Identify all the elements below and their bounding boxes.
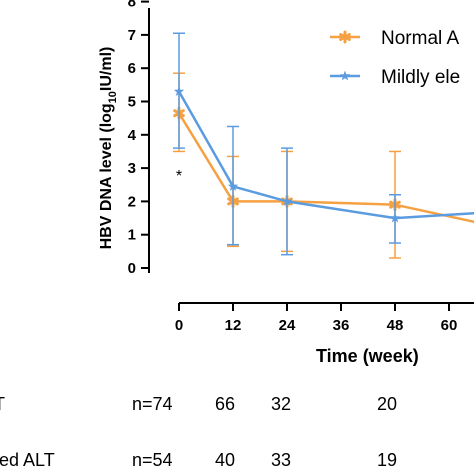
n-table: T n=74 66 32 20 ted ALT n=54 40 33 19 bbox=[0, 394, 397, 470]
legend-marker-mild bbox=[339, 70, 351, 81]
x-tick-label: 0 bbox=[175, 317, 183, 334]
y-ticks: 0 1 2 3 4 5 6 7 8 bbox=[128, 0, 149, 277]
y-tick-label: 5 bbox=[128, 94, 136, 111]
legend-label-normal: Normal A bbox=[381, 28, 459, 49]
data-point bbox=[173, 86, 185, 96]
y-tick-label: 0 bbox=[128, 260, 136, 277]
x-tick-label: 24 bbox=[279, 317, 296, 334]
n-row2-col2: 33 bbox=[271, 450, 291, 470]
y-tick-label: 2 bbox=[128, 193, 136, 210]
y-axis-title-suffix: IU/ml) bbox=[98, 47, 115, 91]
n-row-label-normal: T bbox=[0, 394, 5, 414]
legend-marker-symbol bbox=[339, 70, 351, 81]
legend-marker-normal bbox=[339, 30, 351, 44]
n-row2-col3: 19 bbox=[377, 450, 397, 470]
y-tick-label: 1 bbox=[128, 227, 136, 244]
x-ticks: 0 12 24 36 48 60 bbox=[175, 303, 458, 334]
n-row1-col2: 32 bbox=[271, 394, 291, 414]
y-tick-label: 6 bbox=[128, 60, 136, 77]
y-axis-title-subscript: 10 bbox=[107, 91, 119, 103]
x-tick-label: 48 bbox=[387, 317, 404, 334]
x-tick-label: 36 bbox=[333, 317, 350, 334]
legend: Normal A Mildly ele bbox=[330, 28, 460, 88]
data-point bbox=[281, 195, 293, 206]
n-row-label-mild: ted ALT bbox=[0, 450, 55, 470]
y-tick-label: 3 bbox=[128, 160, 136, 177]
legend-label-mild: Mildly ele bbox=[381, 67, 460, 88]
y-tick-label: 8 bbox=[128, 0, 136, 11]
y-axis-title: HBV DNA level (log10IU/ml) bbox=[98, 47, 119, 250]
data-point bbox=[227, 180, 239, 191]
data-point bbox=[389, 212, 401, 223]
series-normal bbox=[173, 72, 474, 259]
n-row2-col0: n=54 bbox=[132, 450, 173, 470]
series-layer bbox=[173, 32, 474, 259]
y-axis-title-prefix: HBV DNA level (log bbox=[98, 103, 115, 249]
y-tick-label: 4 bbox=[128, 127, 137, 144]
y-tick-label: 7 bbox=[128, 27, 136, 44]
legend-marker-symbol bbox=[339, 30, 351, 44]
n-row1-col3: 20 bbox=[377, 394, 397, 414]
n-row1-col1: 66 bbox=[215, 394, 235, 414]
n-row1-col0: n=74 bbox=[132, 394, 173, 414]
significance-annotation: * bbox=[176, 168, 182, 185]
series-mild bbox=[173, 32, 474, 256]
x-tick-label: 60 bbox=[441, 317, 458, 334]
x-tick-label: 12 bbox=[225, 317, 242, 334]
x-axis-title: Time (week) bbox=[316, 346, 419, 366]
n-row2-col1: 40 bbox=[215, 450, 235, 470]
series-line bbox=[177, 90, 474, 220]
